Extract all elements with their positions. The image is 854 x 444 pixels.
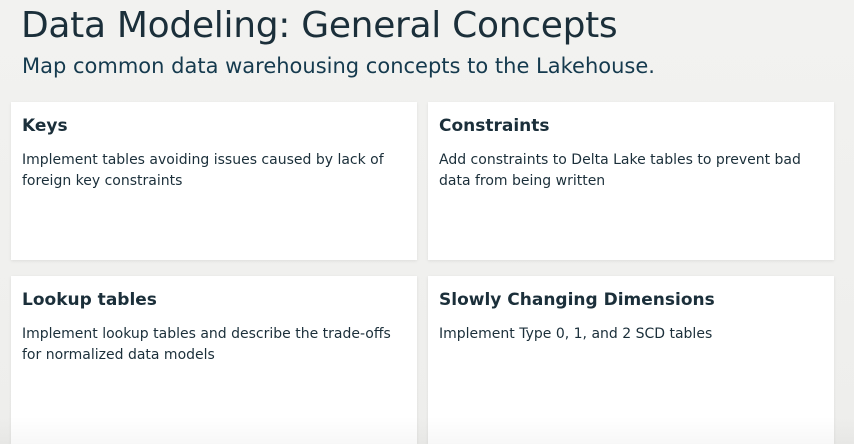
card-description-keys: Implement tables avoiding issues caused … bbox=[22, 152, 384, 189]
card-title-keys: Keys bbox=[22, 116, 68, 136]
card-title-lookup-tables: Lookup tables bbox=[22, 290, 157, 310]
card-title-slowly-changing-dimensions: Slowly Changing Dimensions bbox=[439, 290, 715, 310]
card-description-constraints: Add constraints to Delta Lake tables to … bbox=[439, 152, 801, 189]
card-title-constraints: Constraints bbox=[439, 116, 550, 136]
concept-card-constraints: Constraints Add constraints to Delta Lak… bbox=[428, 102, 834, 260]
card-description-slowly-changing-dimensions: Implement Type 0, 1, and 2 SCD tables bbox=[439, 326, 713, 342]
concept-card-lookup-tables: Lookup tables Implement lookup tables an… bbox=[11, 276, 417, 444]
slide-subtitle: Map common data warehousing concepts to … bbox=[22, 54, 655, 78]
concept-card-slowly-changing-dimensions: Slowly Changing Dimensions Implement Typ… bbox=[428, 276, 834, 444]
concept-card-keys: Keys Implement tables avoiding issues ca… bbox=[11, 102, 417, 260]
card-description-lookup-tables: Implement lookup tables and describe the… bbox=[22, 326, 391, 363]
slide-title: Data Modeling: General Concepts bbox=[21, 5, 618, 46]
